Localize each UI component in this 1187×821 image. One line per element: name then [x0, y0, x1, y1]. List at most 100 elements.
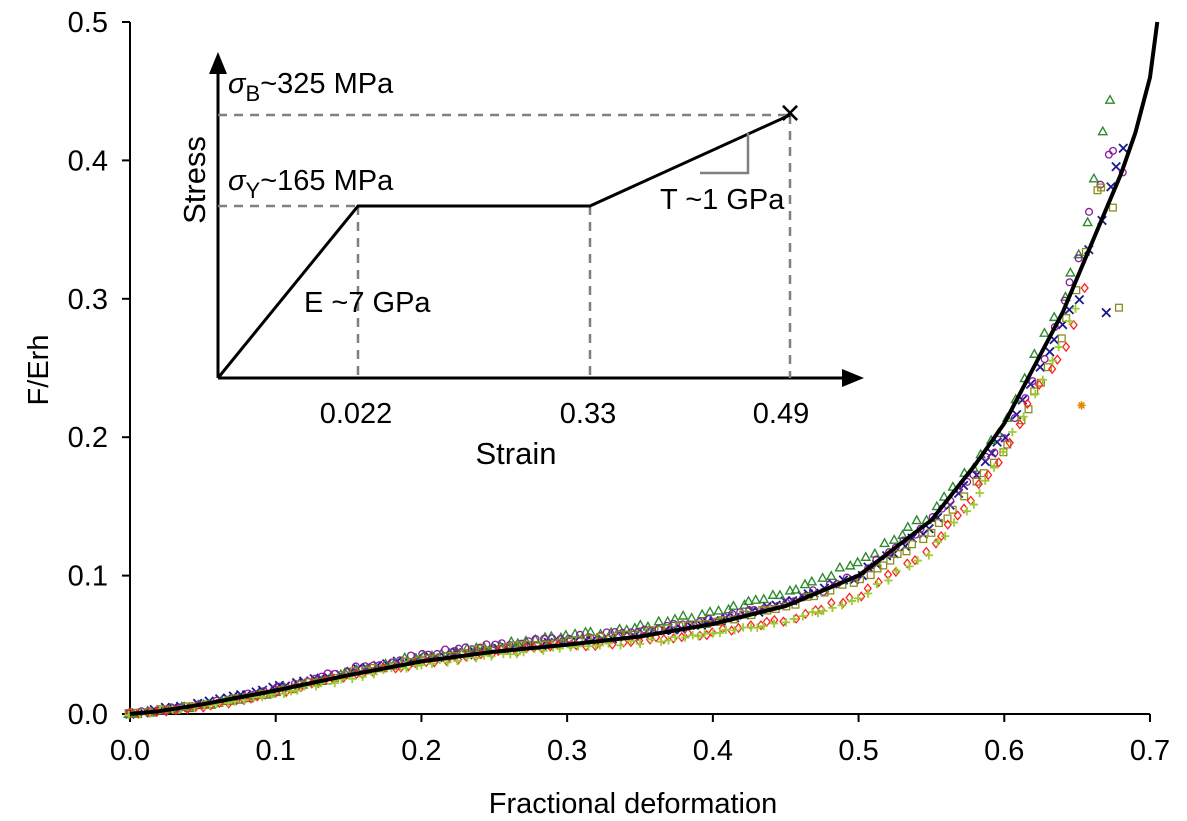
data-point — [758, 593, 770, 604]
data-point — [664, 636, 673, 645]
data-point — [1097, 125, 1109, 136]
data-point — [769, 619, 779, 628]
data-point — [893, 550, 902, 559]
data-point — [1088, 172, 1100, 183]
data-point — [1057, 334, 1066, 343]
data-point — [696, 608, 708, 619]
data-point — [934, 519, 943, 528]
data-point — [1104, 94, 1116, 104]
data-point — [728, 609, 737, 618]
data-point — [902, 547, 911, 556]
data-point — [860, 551, 872, 562]
data-point — [933, 537, 942, 547]
data-point — [798, 611, 808, 621]
data-point — [847, 596, 857, 606]
data-point — [911, 514, 923, 525]
inset-guides — [218, 113, 792, 378]
inset-x-arrow — [842, 369, 864, 387]
series-x — [125, 143, 1129, 720]
data-point — [927, 528, 936, 537]
sigma-y-symbol: σ — [228, 165, 247, 197]
data-point — [1114, 303, 1123, 312]
data-point — [1040, 355, 1049, 364]
data-point — [884, 576, 893, 585]
data-point — [1015, 418, 1025, 430]
data-point — [1008, 427, 1017, 437]
data-point — [781, 618, 791, 627]
data-point — [897, 529, 908, 539]
data-point — [905, 562, 914, 571]
data-point — [943, 514, 952, 523]
data-point — [1019, 412, 1028, 421]
series-star — [1077, 401, 1086, 410]
data-point — [767, 589, 779, 599]
inset-diagram: × σB~325 MPa σY~165 MPa E ~7 GPa T ~1 GP… — [177, 52, 864, 471]
x-tick-label: 0.7 — [1130, 735, 1170, 767]
data-point — [1111, 161, 1121, 172]
x-axis-title: Fractional deformation — [489, 788, 778, 820]
data-point — [983, 469, 993, 481]
data-point — [677, 631, 686, 643]
x-tick-label: 0.6 — [984, 735, 1024, 767]
data-point — [1039, 327, 1050, 337]
data-point — [1034, 379, 1044, 390]
data-point — [975, 488, 984, 498]
data-point — [819, 606, 828, 616]
data-point — [759, 621, 768, 631]
series-diamond — [125, 282, 1089, 719]
data-point — [671, 633, 680, 642]
data-point — [467, 645, 476, 654]
data-point — [441, 645, 450, 654]
slope-triangle — [700, 133, 750, 175]
data-point — [990, 448, 999, 457]
data-point — [866, 571, 875, 580]
data-point — [1085, 207, 1094, 216]
y-axis-title: F/Erh — [23, 335, 55, 406]
data-point — [937, 530, 946, 542]
data-point — [879, 537, 890, 548]
data-point — [351, 662, 360, 671]
data-point — [1108, 146, 1117, 155]
data-point — [1061, 341, 1071, 353]
data-point — [713, 604, 724, 615]
sigma-b-symbol: σ — [228, 68, 247, 100]
inset-x-tick-049: 0.49 — [753, 398, 809, 430]
data-point — [450, 647, 459, 656]
data-point — [1097, 183, 1106, 192]
data-point — [738, 623, 748, 632]
data-point — [888, 534, 900, 544]
data-point — [330, 678, 339, 688]
modulus-e-label: E ~7 GPa — [304, 287, 431, 319]
data-point — [669, 613, 681, 624]
data-point — [844, 559, 856, 570]
data-point — [940, 531, 950, 541]
data-point — [361, 662, 370, 671]
data-point — [656, 637, 666, 646]
data-point — [827, 597, 836, 609]
data-point — [1080, 282, 1089, 294]
data-point — [1118, 143, 1129, 154]
data-point — [1043, 363, 1052, 372]
data-point — [989, 463, 999, 472]
x-tick-label: 0.3 — [547, 735, 587, 767]
data-point — [1048, 311, 1060, 322]
data-point — [886, 556, 895, 565]
data-point — [279, 689, 289, 699]
data-point — [1101, 307, 1112, 318]
data-point — [981, 476, 990, 485]
y-ticks: 0.0 0.1 0.2 0.3 0.4 0.5 — [68, 7, 130, 731]
data-point — [704, 615, 713, 624]
tangent-t-label: T ~1 GPa — [660, 184, 785, 216]
data-point — [774, 589, 786, 600]
x-tick-label: 0.1 — [256, 735, 296, 767]
data-point — [688, 631, 697, 640]
y-tick-label: 0.3 — [68, 284, 108, 316]
data-point — [1074, 294, 1085, 305]
data-point — [1028, 348, 1040, 358]
data-point — [1044, 346, 1055, 357]
data-point — [938, 491, 950, 501]
y-tick-label: 0.2 — [68, 422, 108, 454]
data-point — [1053, 354, 1062, 365]
data-point — [838, 597, 848, 609]
y-tick-label: 0.1 — [68, 561, 108, 593]
